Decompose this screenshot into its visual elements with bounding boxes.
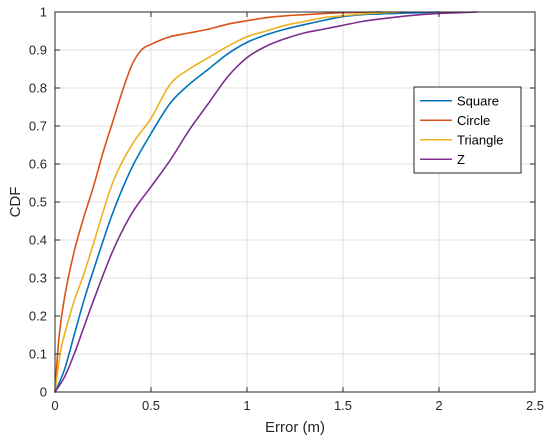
series-line-z — [54, 11, 479, 393]
x-axis-label: Error (m) — [265, 419, 325, 436]
x-tick-label: 1 — [243, 398, 250, 413]
x-tick-label: 0 — [51, 398, 58, 413]
x-tick-label: 0.5 — [142, 398, 160, 413]
series-lines — [54, 11, 479, 393]
ticks: 0 0.5 1 1.5 2 2.5 0 0.1 0.2 0.3 0.4 0.5 0.6 0.7 0.8 0.9… — [29, 5, 544, 414]
y-tick-label: 0.9 — [29, 43, 47, 58]
y-tick-label: 0.7 — [29, 119, 47, 134]
y-tick-label: 1 — [40, 5, 47, 20]
x-tick-label: 2 — [435, 398, 442, 413]
y-tick-label: 0.2 — [29, 309, 47, 324]
y-tick-label: 0 — [40, 385, 47, 400]
y-tick-label: 0.4 — [29, 233, 47, 248]
y-tick-label: 0.3 — [29, 271, 47, 286]
legend: Square Circle Triangle Z — [413, 86, 522, 174]
legend-label: Z — [457, 152, 465, 167]
legend-label: Square — [457, 93, 499, 108]
x-tick-label: 2.5 — [526, 398, 544, 413]
series-line-square — [54, 11, 440, 393]
legend-label: Triangle — [457, 132, 503, 147]
y-tick-label: 0.5 — [29, 195, 47, 210]
x-tick-label: 1.5 — [334, 398, 352, 413]
series-line-circle — [54, 11, 383, 393]
series-line-triangle — [54, 11, 402, 393]
y-tick-label: 0.6 — [29, 157, 47, 172]
y-axis-label: CDF — [7, 187, 24, 218]
y-tick-label: 0.8 — [29, 81, 47, 96]
y-tick-label: 0.1 — [29, 347, 47, 362]
legend-label: Circle — [457, 113, 490, 128]
